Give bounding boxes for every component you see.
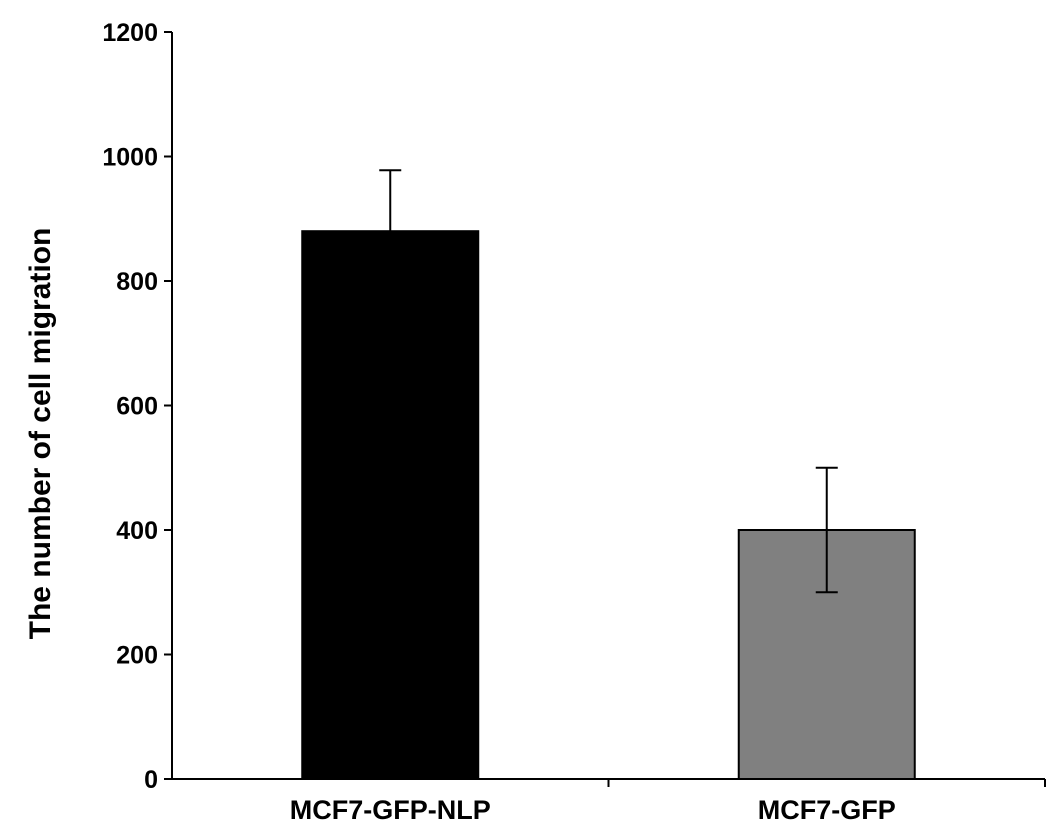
y-tick-label-1: 200 — [116, 642, 158, 670]
error-bars-layer — [379, 169, 838, 594]
axes-layer — [164, 31, 1046, 787]
y-tick-label-6: 1200 — [102, 19, 158, 47]
y-axis-title: The number of cell migration — [24, 228, 57, 640]
y-tick-label-2: 400 — [116, 517, 158, 545]
x-tick-label-0: MCF7-GFP-NLP — [290, 795, 491, 825]
y-tick-label-3: 600 — [116, 393, 158, 421]
bars-layer — [301, 230, 916, 780]
x-tick-label-1: MCF7-GFP — [758, 795, 896, 825]
labels-layer: MCF7-GFP-NLP MCF7-GFP 0 200 400 600 800 1000 120… — [102, 19, 895, 825]
y-tick-label-5: 1000 — [102, 144, 158, 172]
y-tick-label-4: 800 — [116, 268, 158, 296]
y-tick-label-0: 0 — [144, 766, 158, 794]
bar-0 — [301, 230, 480, 780]
